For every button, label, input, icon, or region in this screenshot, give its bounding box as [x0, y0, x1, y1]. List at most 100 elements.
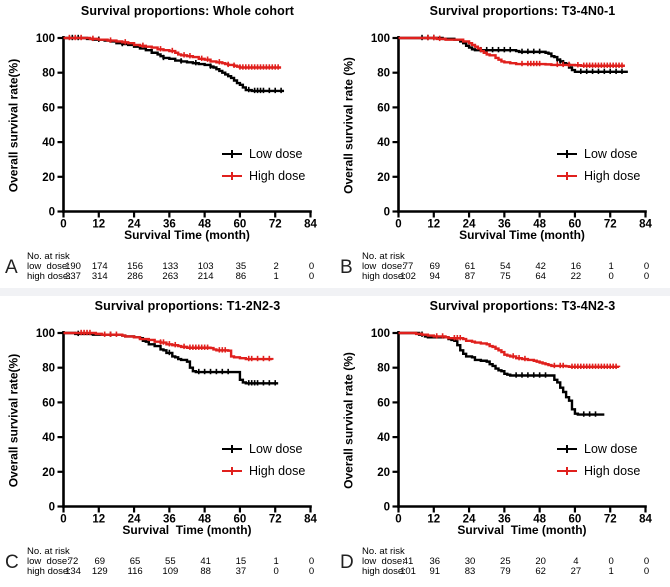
low-dose-line-icon: [222, 445, 242, 452]
x-tick-label: 60: [569, 219, 582, 231]
risk-value: 69: [94, 556, 106, 567]
legend-entry-high: High dose: [557, 168, 640, 184]
x-tick-label: 72: [269, 219, 282, 231]
risk-value: 0: [643, 566, 650, 577]
legend-entry-low: Low dose: [222, 441, 305, 457]
risk-value: 0: [608, 271, 614, 282]
y-tick-label: 100: [36, 33, 55, 45]
risk-table: D No. at risk low dose: 41 36 30 25 20 4 0 0 hi…: [335, 545, 670, 587]
risk-value: 35: [235, 261, 247, 272]
x-tick-label: 12: [92, 514, 105, 526]
high-dose-line-icon: [222, 467, 242, 474]
y-tick-label: 40: [42, 137, 55, 149]
x-tick-label: 48: [198, 219, 211, 231]
risk-header: No. at risk: [27, 251, 70, 262]
risk-value: 286: [127, 271, 143, 282]
risk-value: 0: [273, 566, 279, 577]
legend-entry-low: Low dose: [222, 146, 305, 162]
km-plot-svg: 0 12 24 36 48 60 72 84 0 20 40 60 80 100: [371, 33, 653, 231]
risk-value: 263: [162, 271, 179, 282]
high-dose-line-icon: [557, 172, 577, 179]
high-dose-line-icon: [557, 467, 577, 474]
x-tick-label: 48: [533, 219, 546, 231]
risk-row-label: low dose:: [27, 556, 70, 567]
y-tick-label: 100: [36, 328, 55, 340]
risk-row-label: high dose:: [27, 566, 71, 577]
risk-row-low: low dose: 72 69 65 55 41 15 1 0: [0, 556, 335, 567]
risk-value: 16: [570, 261, 582, 272]
risk-value: 0: [643, 261, 650, 272]
risk-value: 190: [65, 261, 81, 272]
x-axis-title: Survival Time (month): [459, 228, 585, 242]
risk-value: 314: [91, 271, 108, 282]
y-tick-label: 20: [42, 172, 55, 184]
x-tick-label: 0: [395, 219, 401, 231]
legend-entry-high: High dose: [557, 463, 640, 479]
x-axis-title: Survival Time (month): [124, 228, 250, 242]
x-tick-label: 84: [304, 219, 317, 231]
risk-value: 0: [643, 271, 650, 282]
risk-row-label: low dose:: [362, 261, 405, 272]
risk-value: 64: [535, 271, 546, 282]
risk-value: 37: [235, 566, 247, 577]
x-tick-label: 12: [92, 219, 105, 231]
panel-t1-2n2-3: Survival proportions: T1-2N2-3 Overall s…: [0, 295, 335, 587]
risk-value: 101: [400, 566, 416, 577]
survival-curve-high_dose: [63, 36, 282, 69]
x-axis-title: Survival Time (month): [457, 523, 587, 537]
legend: Low dose High dose: [222, 146, 305, 190]
risk-value: 54: [500, 261, 511, 272]
risk-value: 83: [464, 566, 476, 577]
panel-whole-cohort: Survival proportions: Whole cohort Overa…: [0, 0, 335, 292]
y-tick-label: 20: [42, 467, 55, 479]
low-dose-line-icon: [222, 150, 242, 157]
panel-letter: B: [340, 257, 353, 278]
y-tick-label: 60: [377, 102, 390, 114]
risk-value: 27: [570, 566, 582, 577]
risk-row-label: high dose:: [362, 271, 406, 282]
risk-value: 2: [273, 261, 279, 272]
risk-row-low: low dose: 77 69 61 54 42 16 1 0: [335, 261, 670, 272]
x-tick-label: 12: [427, 514, 440, 526]
risk-value: 55: [165, 556, 176, 567]
risk-row-high: high dose: 134 129 116 109 88 37 0 0: [0, 566, 335, 577]
risk-value: 91: [429, 566, 441, 577]
y-tick-label: 80: [377, 363, 390, 375]
y-tick-label: 0: [384, 502, 390, 514]
risk-row-low: low dose: 190 174 156 133 103 35 2 0: [0, 261, 335, 272]
risk-value: 337: [65, 271, 81, 282]
panel-t3-4n2-3: Survival proportions: T3-4N2-3 Overall s…: [335, 295, 670, 587]
x-tick-label: 36: [163, 514, 176, 526]
x-axis-title: Survival Time (month): [122, 523, 252, 537]
risk-value: 0: [308, 566, 315, 577]
risk-table: B No. at risk low dose: 77 69 61 54 42 16 1 0 h…: [335, 250, 670, 292]
x-tick-label: 0: [60, 514, 66, 526]
y-tick-label: 0: [49, 207, 55, 219]
risk-value: 75: [500, 271, 511, 282]
risk-value: 1: [608, 261, 614, 272]
risk-value: 20: [535, 556, 546, 567]
risk-value: 42: [535, 261, 546, 272]
risk-value: 36: [429, 556, 441, 567]
risk-value: 79: [500, 566, 511, 577]
risk-row-high: high dose: 337 314 286 263 214 86 1 0: [0, 271, 335, 282]
legend: Low dose High dose: [557, 146, 640, 190]
risk-row-label: low dose:: [27, 261, 70, 272]
risk-header: No. at risk: [362, 546, 405, 557]
risk-value: 1: [608, 566, 614, 577]
risk-row-low: low dose: 41 36 30 25 20 4 0 0: [335, 556, 670, 567]
y-tick-label: 60: [42, 397, 55, 409]
risk-value: 15: [235, 556, 247, 567]
legend-entry-low: Low dose: [557, 441, 640, 457]
risk-value: 214: [197, 271, 214, 282]
risk-value: 103: [197, 261, 214, 272]
legend-label-high: High dose: [584, 169, 641, 183]
risk-value: 0: [308, 261, 315, 272]
risk-value: 65: [129, 556, 141, 567]
panel-letter: D: [340, 552, 354, 573]
x-tick-label: 0: [60, 219, 66, 231]
risk-row-label: high dose:: [362, 566, 406, 577]
high-dose-line-icon: [222, 172, 242, 179]
x-tick-label: 24: [463, 514, 476, 526]
risk-value: 134: [65, 566, 81, 577]
